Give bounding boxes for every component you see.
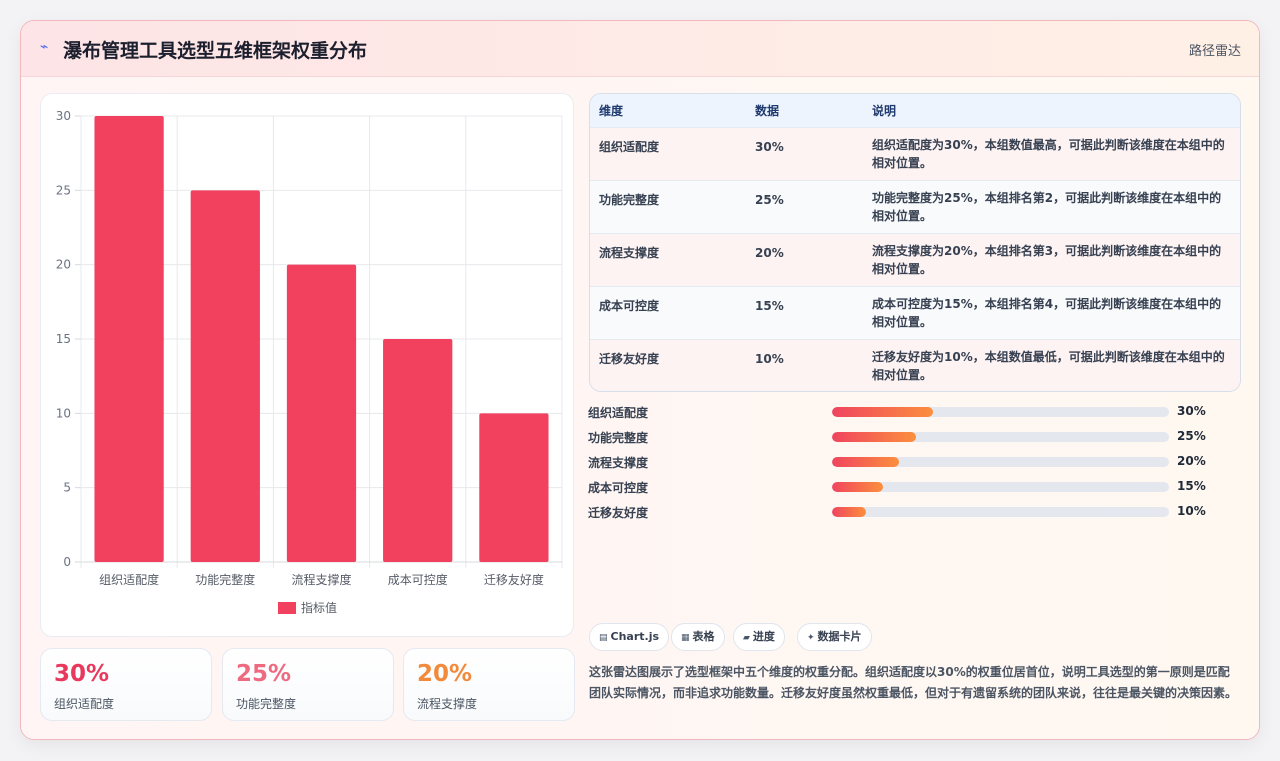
table-cell-desc: 成本可控度为15%，本组排名第4，可据此判断该维度在本组中的相对位置。: [872, 296, 1222, 329]
progress-fill: [832, 407, 934, 417]
stat-card-2: 25% 功能完整度: [222, 648, 394, 721]
table-row: 迁移友好度 10% 迁移友好度为10%，本组数值最低，可据此判断该维度在本组中的…: [590, 339, 1240, 391]
progress-value: 30%: [1177, 404, 1206, 418]
legend-label: 指标值: [301, 600, 337, 615]
progress-value: 25%: [1177, 429, 1206, 443]
legend-swatch: [278, 602, 296, 614]
table-cell-val: 10%: [755, 351, 784, 366]
table-header-row: 维度 数据 说明: [590, 94, 1240, 127]
chart-icon: ▤: [599, 633, 608, 643]
progress-row: 迁移友好度 10%: [588, 503, 1248, 528]
chip-data-card[interactable]: ✦ 数据卡片: [797, 623, 872, 651]
stat-label: 流程支撑度: [417, 697, 478, 711]
summary-text: 这张雷达图展示了选型框架中五个维度的权重分配。组织适配度以30%的权重位居首位，…: [589, 665, 1238, 700]
lightning-icon: ⌁: [40, 39, 49, 55]
table-cell-dim: 组织适配度: [599, 139, 660, 154]
x-tick-label: 组织适配度: [99, 572, 159, 587]
table-cell-dim: 功能完整度: [599, 192, 660, 207]
stat-label: 组织适配度: [54, 697, 115, 711]
table-header: 数据: [755, 103, 780, 118]
bar: [94, 116, 164, 562]
chip-progress[interactable]: ▰ 进度: [733, 623, 785, 651]
table-row: 功能完整度 25% 功能完整度为25%，本组排名第2，可据此判断该维度在本组中的…: [590, 180, 1240, 233]
table-cell-dim: 迁移友好度: [599, 351, 660, 366]
progress-label: 流程支撑度: [588, 456, 649, 470]
x-tick-label: 功能完整度: [195, 572, 255, 587]
table-cell-val: 25%: [755, 192, 784, 207]
progress-track: [832, 457, 1169, 467]
card-icon: ✦: [807, 633, 815, 643]
progress-label: 迁移友好度: [588, 506, 649, 520]
y-tick-label: 10: [56, 406, 71, 420]
header-badge: 路径雷达: [1188, 44, 1241, 59]
stat-value: 25%: [236, 661, 292, 687]
chip-label: Chart.js: [610, 630, 660, 643]
page-title: 瀑布管理工具选型五维框架权重分布: [63, 40, 368, 62]
progress-label: 功能完整度: [588, 431, 649, 445]
progress-list: 组织适配度 30% 功能完整度 25% 流程支撑度 20% 成本可控度 15% …: [588, 403, 1248, 528]
progress-row: 组织适配度 30%: [588, 403, 1248, 428]
chip-label: 数据卡片: [817, 630, 862, 643]
stat-label: 功能完整度: [236, 697, 297, 711]
y-tick-label: 15: [56, 332, 71, 346]
chip-table[interactable]: ▦ 表格: [671, 623, 725, 651]
x-tick-label: 迁移友好度: [484, 572, 544, 587]
header: ⌁ 瀑布管理工具选型五维框架权重分布 路径雷达: [21, 21, 1259, 77]
x-tick-label: 流程支撑度: [291, 572, 351, 587]
progress-value: 10%: [1177, 504, 1206, 518]
bar-chart-panel: 0 5 10 15 20 25 30 组织适配度 功能完整度 流程支撑度 成本可控度 迁移友好度指标值: [40, 93, 574, 637]
stat-value: 30%: [54, 661, 110, 687]
table-row: 流程支撑度 20% 流程支撑度为20%，本组排名第3，可据此判断该维度在本组中的…: [590, 233, 1240, 286]
stat-card-3: 20% 流程支撑度: [403, 648, 575, 721]
table-header: 维度: [599, 103, 624, 118]
progress-fill: [832, 482, 883, 492]
progress-row: 成本可控度 15%: [588, 478, 1248, 503]
bar: [383, 339, 453, 562]
stat-value: 20%: [417, 661, 473, 687]
table-cell-val: 15%: [755, 298, 784, 313]
table-icon: ▦: [681, 633, 690, 643]
table-cell-val: 30%: [755, 139, 784, 154]
progress-label: 成本可控度: [588, 481, 649, 495]
chip-label: 进度: [752, 630, 775, 643]
progress-icon: ▰: [743, 633, 750, 643]
table-header: 说明: [872, 103, 897, 118]
progress-value: 15%: [1177, 479, 1206, 493]
progress-fill: [832, 507, 866, 517]
chip-chartjs[interactable]: ▤ Chart.js: [589, 623, 670, 651]
table-cell-desc: 组织适配度为30%，本组数值最高，可据此判断该维度在本组中的相对位置。: [872, 137, 1225, 170]
stat-card-1: 30% 组织适配度: [40, 648, 212, 721]
progress-label: 组织适配度: [588, 406, 649, 420]
table-row: 成本可控度 15% 成本可控度为15%，本组排名第4，可据此判断该维度在本组中的…: [590, 286, 1240, 339]
progress-row: 功能完整度 25%: [588, 428, 1248, 453]
progress-fill: [832, 457, 900, 467]
bar: [190, 190, 260, 562]
progress-fill: [832, 432, 917, 442]
table-cell-dim: 流程支撑度: [599, 245, 660, 260]
progress-row: 流程支撑度 20%: [588, 453, 1248, 478]
table-cell-desc: 迁移友好度为10%，本组数值最低，可据此判断该维度在本组中的相对位置。: [872, 349, 1225, 382]
progress-track: [832, 407, 1169, 417]
bar: [286, 264, 357, 562]
table-cell-val: 20%: [755, 245, 784, 260]
y-tick-label: 30: [56, 109, 71, 123]
chip-label: 表格: [692, 630, 715, 643]
y-tick-label: 20: [56, 258, 71, 272]
x-tick-label: 成本可控度: [388, 572, 448, 587]
table-cell-desc: 功能完整度为25%，本组排名第2，可据此判断该维度在本组中的相对位置。: [872, 190, 1222, 223]
progress-track: [832, 432, 1169, 442]
data-table: 维度 数据 说明 组织适配度 30% 组织适配度为30%，本组数值最高，可据此判…: [589, 93, 1241, 392]
y-tick-label: 5: [63, 481, 71, 495]
table-row: 组织适配度 30% 组织适配度为30%，本组数值最高，可据此判断该维度在本组中的…: [590, 127, 1240, 180]
table-cell-dim: 成本可控度: [599, 298, 660, 313]
y-tick-label: 25: [56, 183, 71, 197]
y-tick-label: 0: [63, 555, 71, 569]
progress-value: 20%: [1177, 454, 1206, 468]
progress-track: [832, 507, 1169, 517]
table-cell-desc: 流程支撑度为20%，本组排名第3，可据此判断该维度在本组中的相对位置。: [872, 243, 1222, 276]
dashboard-card: ⌁ 瀑布管理工具选型五维框架权重分布 路径雷达 0 5 10 15 20 25 30 组织适配…: [20, 20, 1260, 740]
bar: [479, 413, 549, 562]
progress-track: [832, 482, 1169, 492]
